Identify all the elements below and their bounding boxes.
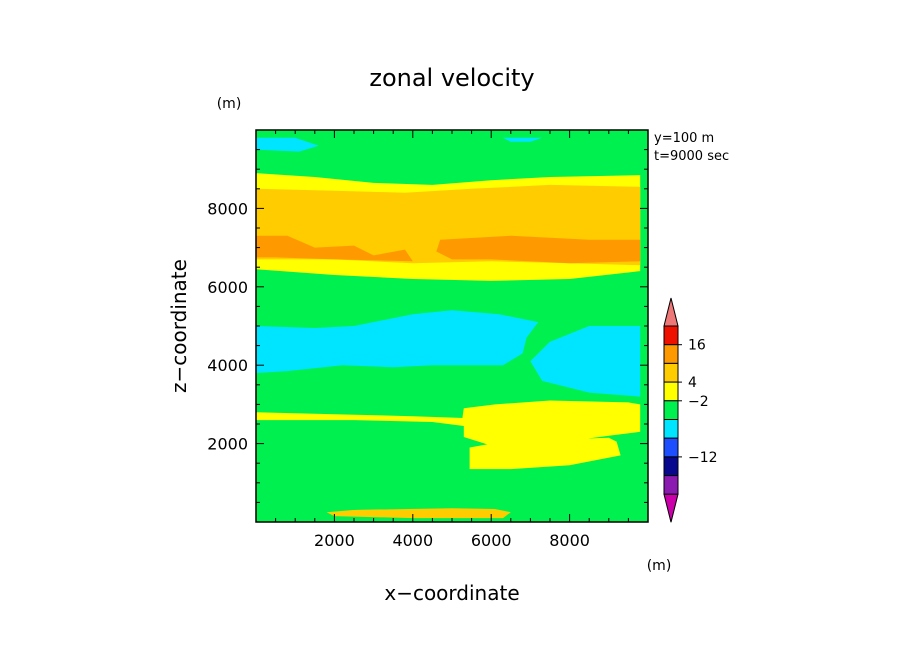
colorbar-segment — [663, 456, 679, 477]
y-unit-label: (m) — [217, 96, 242, 112]
colorbar-label: 4 — [688, 375, 697, 391]
y-tick-label: 2000 — [207, 435, 248, 454]
x-tick-label: 6000 — [471, 531, 512, 550]
y-axis-label: z−coordinate — [167, 259, 191, 393]
colorbar: 16 4 −2 −12 — [663, 297, 718, 523]
contour-region-7 — [530, 326, 641, 397]
y-tick-label: 4000 — [207, 356, 248, 375]
contour-region-14 — [469, 437, 621, 470]
y-tick-label: 6000 — [207, 278, 248, 297]
colorbar-segment — [663, 400, 679, 420]
contour-region-4 — [436, 235, 641, 264]
colorbar-segment — [663, 362, 679, 383]
contour-field — [256, 130, 648, 523]
contour-region-3 — [256, 235, 413, 262]
colorbar-label: −2 — [688, 394, 709, 410]
contour-region-16 — [256, 482, 641, 511]
x-axis-label: x−coordinate — [384, 581, 519, 605]
colorbar-bottom-triangle — [663, 493, 679, 523]
colorbar-unit-label: (m) — [647, 558, 672, 574]
axes: 2000 4000 6000 8000 2000 4000 6000 8000 — [207, 130, 648, 550]
contour-region-6 — [256, 310, 539, 373]
colorbar-label: 16 — [688, 338, 706, 354]
colorbar-segment — [663, 437, 679, 458]
colorbar-label: −12 — [688, 450, 718, 466]
annotation-1: t=9000 sec — [654, 149, 729, 164]
contour-region-11 — [459, 400, 641, 446]
contour-region-9 — [503, 137, 543, 142]
colorbar-segment — [663, 475, 679, 495]
x-tick-label: 4000 — [392, 531, 433, 550]
annotations: y=100 m t=9000 sec — [654, 131, 729, 164]
colorbar-segment — [663, 344, 679, 364]
x-tick-label: 8000 — [549, 531, 590, 550]
colorbar-top-triangle — [663, 297, 679, 327]
contour-region-8 — [256, 137, 319, 152]
y-tick-label: 8000 — [207, 199, 248, 218]
colorbar-segment — [663, 381, 679, 402]
contour-region-13 — [256, 420, 464, 442]
contour-region-17 — [463, 331, 476, 342]
colorbar-segment — [663, 325, 679, 346]
annotation-0: y=100 m — [654, 131, 714, 146]
colorbar-segment — [663, 419, 679, 439]
x-tick-label: 2000 — [314, 531, 355, 550]
chart-title: zonal velocity — [369, 64, 534, 92]
